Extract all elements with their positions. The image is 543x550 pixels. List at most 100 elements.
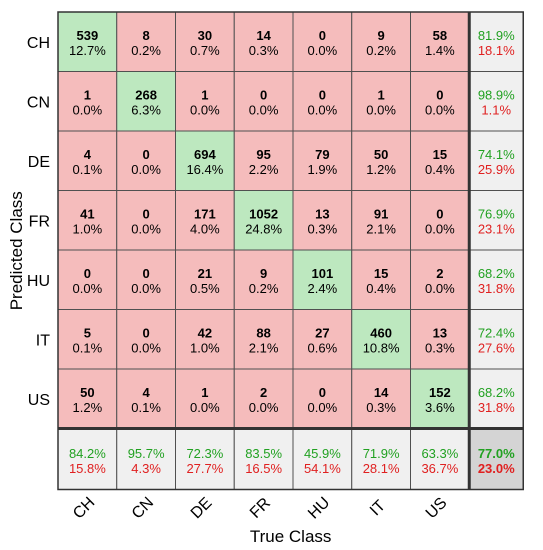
cell-percent-label: 0.0% <box>308 400 338 415</box>
cell-count-label: 2 <box>260 385 267 400</box>
y-tick-label: CN <box>27 94 50 111</box>
column-error-label: 15.8% <box>69 461 106 476</box>
cell-count-label: 460 <box>370 325 392 340</box>
cell-percent-label: 1.2% <box>366 162 396 177</box>
x-tick-label: HU <box>305 494 333 522</box>
row-error-label: 31.8% <box>478 281 515 296</box>
cell-count-label: 88 <box>256 325 270 340</box>
cell-percent-label: 0.7% <box>190 43 220 58</box>
matrix-cell <box>175 368 235 429</box>
x-axis-title: True Class <box>250 527 332 546</box>
cell-count-label: 50 <box>374 147 388 162</box>
cell-percent-label: 0.1% <box>73 162 103 177</box>
cell-count-label: 30 <box>198 28 212 43</box>
cell-percent-label: 2.2% <box>249 162 279 177</box>
cell-count-label: 1 <box>201 385 208 400</box>
cell-percent-label: 0.3% <box>308 221 338 236</box>
row-summary-cell <box>468 368 524 429</box>
cell-count-label: 0 <box>143 206 150 221</box>
matrix-cell <box>175 130 235 191</box>
cell-count-label: 1052 <box>249 206 278 221</box>
matrix-cell <box>351 11 411 72</box>
cell-count-label: 1 <box>201 87 208 102</box>
cell-percent-label: 0.0% <box>425 281 455 296</box>
column-error-label: 36.7% <box>421 461 458 476</box>
column-recall-label: 71.9% <box>363 446 400 461</box>
cell-count-label: 0 <box>143 147 150 162</box>
x-tick-label: CN <box>129 494 157 522</box>
overall-error-label: 23.0% <box>478 461 515 476</box>
cell-count-label: 27 <box>315 325 329 340</box>
cell-percent-label: 1.4% <box>425 43 455 58</box>
x-tick-label: CH <box>70 494 98 522</box>
matrix-cell <box>292 130 353 191</box>
cell-percent-label: 0.0% <box>308 43 338 58</box>
matrix-cell <box>410 130 470 191</box>
overall-accuracy-label: 77.0% <box>478 446 515 461</box>
cell-percent-label: 0.0% <box>425 221 455 236</box>
y-tick-label: IT <box>36 332 50 349</box>
row-error-label: 25.9% <box>478 162 515 177</box>
row-precision-label: 76.9% <box>478 206 515 221</box>
column-error-label: 16.5% <box>245 461 282 476</box>
row-summary-cell <box>468 309 524 370</box>
row-precision-label: 81.9% <box>478 28 515 43</box>
cell-percent-label: 0.3% <box>425 340 455 355</box>
cell-percent-label: 0.4% <box>425 162 455 177</box>
cell-percent-label: 0.0% <box>366 102 396 117</box>
cell-percent-label: 0.2% <box>366 43 396 58</box>
matrix-cell <box>292 368 353 429</box>
cell-percent-label: 0.3% <box>366 400 396 415</box>
y-tick-label: US <box>28 392 50 409</box>
matrix-cell <box>351 190 411 251</box>
cell-count-label: 0 <box>143 266 150 281</box>
x-tick-label: IT <box>367 497 389 519</box>
x-tick-label: US <box>423 494 451 522</box>
cell-percent-label: 0.0% <box>249 400 279 415</box>
cell-percent-label: 0.0% <box>73 102 103 117</box>
y-tick-label: FR <box>29 213 50 230</box>
row-precision-label: 74.1% <box>478 147 515 162</box>
column-recall-label: 84.2% <box>69 446 106 461</box>
cell-percent-label: 0.1% <box>131 400 161 415</box>
cell-percent-label: 1.0% <box>190 340 220 355</box>
cell-count-label: 0 <box>319 28 326 43</box>
column-recall-label: 72.3% <box>186 446 223 461</box>
matrix-cell <box>292 309 353 370</box>
cell-count-label: 0 <box>260 87 267 102</box>
row-precision-label: 72.4% <box>478 325 515 340</box>
cell-count-label: 539 <box>77 28 99 43</box>
column-error-label: 27.7% <box>186 461 223 476</box>
cell-percent-label: 0.1% <box>73 340 103 355</box>
cell-count-label: 79 <box>315 147 329 162</box>
cell-count-label: 0 <box>319 87 326 102</box>
cell-percent-label: 1.9% <box>308 162 338 177</box>
cell-count-label: 4 <box>84 147 92 162</box>
cell-count-label: 91 <box>374 206 388 221</box>
cell-count-label: 268 <box>135 87 157 102</box>
matrix-cell <box>175 249 235 310</box>
cell-percent-label: 2.4% <box>308 281 338 296</box>
cell-count-label: 58 <box>433 28 447 43</box>
cell-percent-label: 0.0% <box>131 281 161 296</box>
cell-count-label: 2 <box>436 266 443 281</box>
column-summary-cell <box>175 428 235 490</box>
cell-percent-label: 0.0% <box>308 102 338 117</box>
cell-count-label: 0 <box>436 87 443 102</box>
cell-percent-label: 0.0% <box>131 162 161 177</box>
cell-count-label: 42 <box>198 325 212 340</box>
matrix-cell <box>233 309 294 370</box>
cell-percent-label: 0.0% <box>249 102 279 117</box>
cell-percent-label: 0.0% <box>190 400 220 415</box>
cell-count-label: 13 <box>433 325 447 340</box>
x-tick-label: FR <box>247 495 274 522</box>
column-error-label: 28.1% <box>363 461 400 476</box>
column-recall-label: 63.3% <box>421 446 458 461</box>
matrix-cell <box>57 11 118 72</box>
matrix-cell <box>233 190 294 251</box>
cell-percent-label: 0.6% <box>308 340 338 355</box>
cell-count-label: 0 <box>436 206 443 221</box>
matrix-cell <box>233 130 294 191</box>
cell-count-label: 95 <box>256 147 270 162</box>
cell-count-label: 50 <box>80 385 94 400</box>
